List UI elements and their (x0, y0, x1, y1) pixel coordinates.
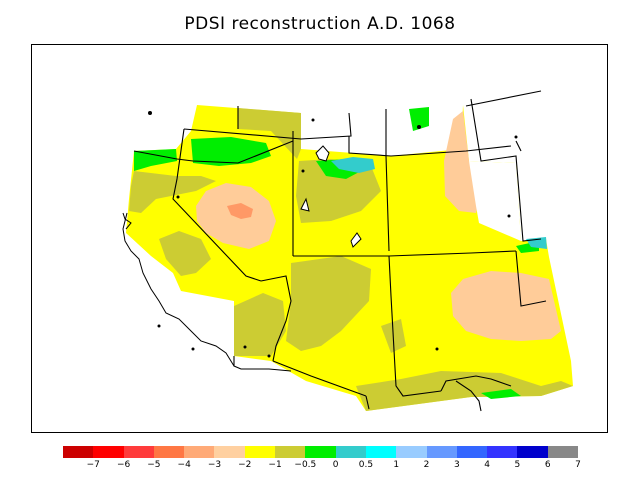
colorbar-swatch (275, 446, 306, 458)
state-boundary (272, 360, 367, 397)
pdsi-field-peach (451, 271, 561, 341)
colorbar-tick-label: 4 (484, 460, 490, 470)
state-boundary (470, 98, 542, 242)
colorbar-swatch (335, 446, 366, 458)
map-title: PDSI reconstruction A.D. 1068 (184, 14, 456, 34)
colorbar-tick-label: 2 (423, 460, 430, 470)
pdsi-field-green (481, 389, 521, 399)
colorbar-tick-label: 0.5 (358, 460, 374, 470)
colorbar-labels: −7 −6 −5 −4 −3 −2 −1 −0.5 0 0.5 1 2 3 4 5 6 7 (63, 460, 581, 474)
colorbar-swatch (426, 446, 457, 458)
colorbar-tick-label: 3 (453, 460, 460, 470)
colorbar-tick-label: −2 (238, 460, 252, 470)
island-marker (507, 214, 511, 218)
map-panel (31, 44, 608, 433)
island-marker (157, 324, 161, 328)
colorbar-tick-label: −4 (177, 460, 191, 470)
state-boundary (293, 250, 517, 257)
colorbar-swatch (153, 446, 185, 458)
colorbar-swatch (244, 446, 276, 458)
island-marker (243, 345, 247, 349)
colorbar-tick-label: 1 (393, 460, 400, 470)
colorbar-tick-label: 6 (544, 460, 551, 470)
island-marker (148, 111, 152, 115)
island-marker (267, 354, 271, 358)
colorbar-tick-label: −6 (116, 460, 131, 470)
colorbar-swatch (456, 446, 488, 458)
island-marker (191, 347, 195, 351)
colorbar-tick-label: 7 (575, 460, 581, 470)
colorbar-tick-label: 0 (332, 460, 339, 470)
colorbar (63, 446, 579, 458)
pdsi-field-green (409, 107, 429, 131)
colorbar-tick-label: −7 (86, 460, 100, 470)
colorbar-tick-label: −3 (207, 460, 222, 470)
state-boundary (465, 90, 542, 107)
colorbar-swatch (365, 446, 397, 458)
pdsi-field-salmon (227, 203, 253, 219)
pdsi-field-olive (234, 293, 286, 356)
pdsi-field-olive (296, 159, 381, 223)
island-marker (311, 118, 315, 122)
lake-outline (300, 197, 310, 212)
state-boundary (348, 136, 512, 157)
state-boundary (172, 128, 262, 282)
state-boundary (365, 395, 370, 410)
pdsi-field-olive (159, 231, 211, 276)
state-boundary (260, 275, 292, 362)
pdsi-field-olive (286, 256, 371, 351)
island-marker (514, 135, 518, 139)
state-boundary (455, 380, 482, 412)
state-boundary (515, 140, 522, 152)
pdsi-field-peach (444, 111, 479, 213)
lake-outline (315, 145, 330, 162)
coastline (122, 212, 235, 367)
unreconstructed-area (469, 161, 521, 241)
colorbar-swatch (547, 446, 579, 458)
colorbar-swatch (487, 446, 518, 458)
colorbar-swatch (517, 446, 548, 458)
island-marker (176, 195, 180, 199)
colorbar-swatch (184, 446, 215, 458)
colorbar-swatch (305, 446, 336, 458)
colorbar-tick-label: −1 (268, 460, 282, 470)
colorbar-tick-label: −0.5 (294, 460, 317, 470)
state-boundary (515, 250, 547, 307)
colorbar-tick-label: 5 (514, 460, 521, 470)
pdsi-field-teal (331, 157, 375, 173)
lake-outline (350, 232, 362, 248)
state-boundary (183, 112, 352, 140)
colorbar-swatch (123, 446, 154, 458)
pdsi-field-olive (238, 108, 301, 159)
state-boundary (440, 375, 512, 392)
pdsi-map (122, 90, 573, 412)
unreconstructed-area (304, 113, 349, 136)
pdsi-field-olive (356, 371, 573, 411)
colorbar-swatch (396, 446, 427, 458)
pdsi-field-green (134, 149, 177, 171)
state-boundary (385, 109, 390, 252)
island-marker (417, 125, 421, 129)
colorbar-swatch (93, 446, 124, 458)
pdsi-field-green (191, 137, 271, 166)
colorbar-tick-label: −5 (147, 460, 161, 470)
state-boundary (133, 140, 294, 164)
island-marker (301, 169, 305, 173)
colorbar-swatch (63, 446, 94, 458)
state-boundary (233, 356, 292, 372)
island-marker (435, 347, 439, 351)
coastline (122, 212, 132, 230)
state-boundary (388, 255, 442, 397)
pdsi-field-olive (129, 171, 216, 213)
colorbar-swatch (214, 446, 245, 458)
